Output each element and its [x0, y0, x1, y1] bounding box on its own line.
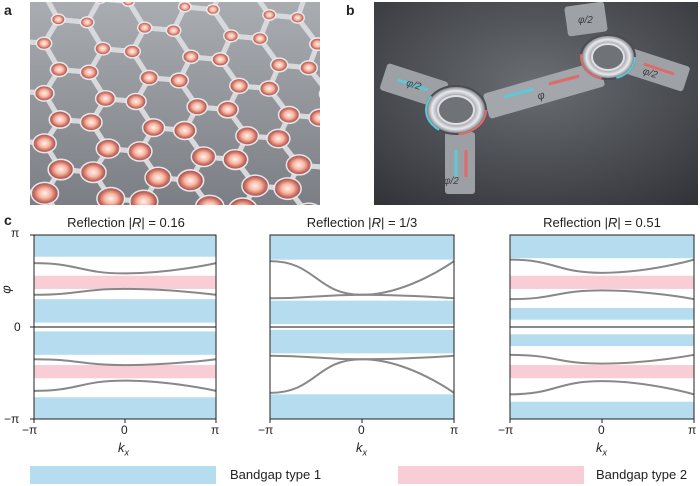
lattice-render-image [30, 2, 320, 205]
arm-label-top: φ/2 [578, 15, 593, 26]
gap-type1-band [34, 299, 216, 323]
y-tick-bottom: −π [4, 412, 20, 426]
y-tick-mid: 0 [14, 320, 21, 334]
band-line [509, 380, 695, 396]
panel-label-a: a [4, 2, 12, 18]
band-line [269, 260, 455, 300]
band-line [509, 289, 695, 301]
panel-label-c: c [4, 212, 12, 228]
y-axis-label: φ [0, 285, 14, 294]
x-tick-1-right: π [211, 423, 220, 437]
x-axis-label-3: kx [596, 440, 607, 458]
gap-type2-band [510, 275, 694, 289]
x-tick-3-left: −π [498, 423, 514, 437]
x-axis-label-2: kx [356, 440, 367, 458]
plot-title-2: Reflection |R| = 1/3 [306, 215, 418, 230]
gap-type1-band [270, 235, 454, 260]
gap-type1-band [510, 334, 694, 347]
x-tick-2-mid: 0 [358, 423, 365, 437]
band-line [269, 354, 455, 394]
band-line [269, 354, 455, 394]
band-line [33, 287, 217, 296]
x-axis-label-1: kx [118, 440, 129, 458]
gap-type1-band [34, 331, 216, 355]
gap-type1-band [34, 397, 216, 419]
x-tick-2-left: −π [258, 423, 274, 437]
gap-type2-band [34, 365, 216, 379]
arm-label-bottom: φ/2 [444, 176, 459, 187]
plot-title-1: Reflection |R| = 0.16 [67, 215, 185, 230]
arm-label-right: φ/2 [641, 66, 659, 81]
gap-type1-band [270, 329, 454, 354]
x-tick-1-mid: 0 [121, 423, 128, 437]
band-line [33, 262, 217, 275]
legend-swatch-type1 [30, 466, 216, 484]
gap-type1-band [510, 307, 694, 320]
band-line [509, 353, 695, 365]
legend-label-type1: Bandgap type 1 [230, 467, 322, 482]
band-line [33, 379, 217, 392]
gap-type1-band [34, 235, 216, 257]
panel-label-b: b [346, 2, 355, 18]
legend-swatch-type2 [398, 466, 584, 484]
gap-type2-band [510, 365, 694, 379]
band-line [509, 258, 695, 274]
x-tick-3-mid: 0 [598, 423, 605, 437]
x-tick-3-right: π [688, 423, 697, 437]
x-tick-2-right: π [450, 423, 459, 437]
junction-render-image: φ/2 φ/2 φ φ/2 φ/2 [374, 2, 698, 205]
band-line [269, 260, 455, 300]
gap-type1-band [510, 235, 694, 259]
arm-label-left: φ/2 [405, 78, 423, 93]
y-tick-top: π [11, 226, 20, 240]
legend-label-type2: Bandgap type 2 [596, 467, 688, 482]
gap-type1-band [270, 394, 454, 419]
arm-label-center: φ [536, 89, 546, 103]
x-tick-1-left: −π [22, 423, 38, 437]
gap-type2-band [34, 275, 216, 289]
plot-title-3: Reflection |R| = 0.51 [543, 215, 661, 230]
gap-type1-band [510, 401, 694, 419]
band-line [33, 358, 217, 367]
gap-type1-band [270, 300, 454, 325]
